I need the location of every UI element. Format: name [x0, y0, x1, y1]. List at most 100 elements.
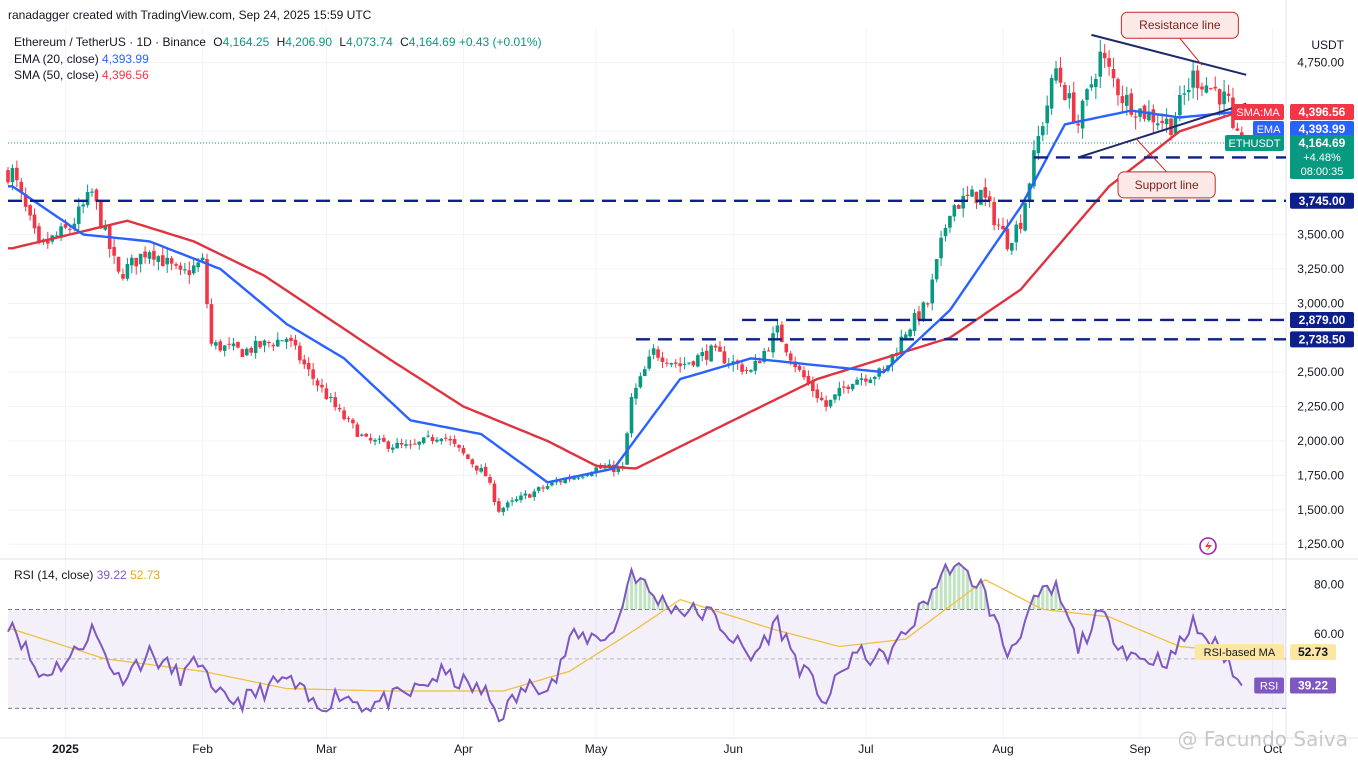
candle [930, 273, 935, 311]
candle-body [76, 206, 81, 224]
candle-body [519, 495, 523, 500]
candle [1080, 99, 1085, 139]
candle-body [315, 380, 320, 386]
candle [1076, 114, 1080, 134]
ema-legend[interactable]: EMA (20, close) 4,393.99 [14, 52, 149, 66]
candle-body [1186, 89, 1191, 93]
candle [505, 500, 510, 512]
candle-body [921, 302, 926, 319]
candle [1036, 125, 1041, 161]
candle-body [351, 419, 355, 424]
candle [1226, 84, 1231, 103]
candle-body [788, 353, 793, 361]
candle-body [1195, 70, 1200, 89]
candle [183, 262, 187, 275]
candle-body [377, 438, 382, 440]
candle-body [457, 444, 461, 448]
candle [647, 349, 652, 371]
candle [638, 372, 643, 389]
lightning-icon[interactable] [1199, 537, 1217, 555]
rsi-value: 39.22 [96, 568, 127, 582]
price-tick-label: 3,250.00 [1297, 262, 1344, 276]
candle [656, 346, 660, 361]
time-axis-label: Feb [192, 742, 213, 756]
candle [218, 339, 223, 353]
resistance-trend-line[interactable] [1091, 33, 1247, 76]
candle-body [116, 256, 121, 272]
candle [346, 416, 351, 423]
candle-body [983, 187, 988, 198]
candle [1049, 74, 1054, 115]
level-tag-text: 3,745.00 [1299, 194, 1346, 208]
candle-body [819, 397, 824, 401]
support-trend-line[interactable] [1077, 102, 1247, 159]
candle-body [1080, 100, 1085, 129]
candle-body [249, 348, 254, 353]
candle [952, 203, 957, 222]
candle-body [523, 493, 528, 496]
candle [766, 347, 771, 352]
candle [125, 257, 130, 281]
candle [912, 309, 917, 336]
candle-body [275, 339, 280, 347]
candle-body [1071, 92, 1076, 123]
candle [178, 262, 183, 276]
candle [722, 345, 727, 364]
candle [1182, 84, 1187, 105]
candle [205, 253, 209, 309]
candle [797, 364, 802, 372]
candle-body [833, 394, 837, 400]
candle-body [1125, 94, 1129, 106]
candle-body [1094, 78, 1098, 88]
candle-body [448, 438, 453, 441]
level-price-tag: 2,879.00 [1290, 311, 1354, 328]
candle-body [1089, 84, 1094, 88]
candle-body [37, 226, 41, 242]
candle-body [855, 379, 859, 385]
price-tick-label: 2,250.00 [1297, 400, 1344, 414]
icon-bolt [1205, 540, 1212, 552]
price-tag-ethusdt: ETHUSDT 4,164.69 +4.48% 08:00:35 [1225, 134, 1354, 179]
candle-body [59, 226, 63, 238]
candle-body [1014, 224, 1019, 243]
candle-body [638, 376, 643, 388]
rsi-legend[interactable]: RSI (14, close) 39.22 52.73 [14, 568, 160, 582]
candle-body [1107, 58, 1111, 67]
rsi-label: RSI (14, close) [14, 568, 94, 582]
candle-body [329, 396, 333, 399]
candle-body [722, 351, 727, 364]
candle [138, 253, 143, 273]
candle [700, 347, 705, 362]
candle-body [1182, 93, 1187, 95]
tag-value-box [1290, 121, 1354, 137]
candle [143, 246, 147, 264]
candle-body [81, 204, 85, 207]
candle [850, 383, 855, 392]
candle [943, 224, 948, 242]
sma-legend[interactable]: SMA (50, close) 4,396.56 [14, 68, 149, 82]
candle [1200, 82, 1204, 97]
candle-body [629, 397, 634, 434]
candle-body [1023, 203, 1027, 231]
candle [651, 344, 656, 360]
candle [1209, 87, 1213, 91]
candle-body [1204, 85, 1209, 93]
candle-body [673, 362, 678, 364]
candle [660, 351, 665, 368]
tag-value: 52.73 [1298, 645, 1328, 659]
candle [793, 356, 797, 373]
candle [466, 454, 470, 460]
candle-body [651, 348, 656, 355]
support-callout[interactable]: Support line [1117, 137, 1216, 199]
candle-body [656, 349, 660, 358]
candle [1098, 39, 1103, 88]
tag-label-box [1253, 121, 1284, 137]
symbol-legend: Ethereum / TetherUS · 1D · Binance O4,16… [14, 35, 542, 49]
candle [970, 185, 974, 197]
ema-label: EMA (20, close) [14, 52, 99, 66]
resistance-callout[interactable]: Resistance line [1120, 11, 1239, 66]
candle-body [178, 265, 183, 270]
candle [320, 378, 324, 393]
candle-body [174, 264, 178, 266]
